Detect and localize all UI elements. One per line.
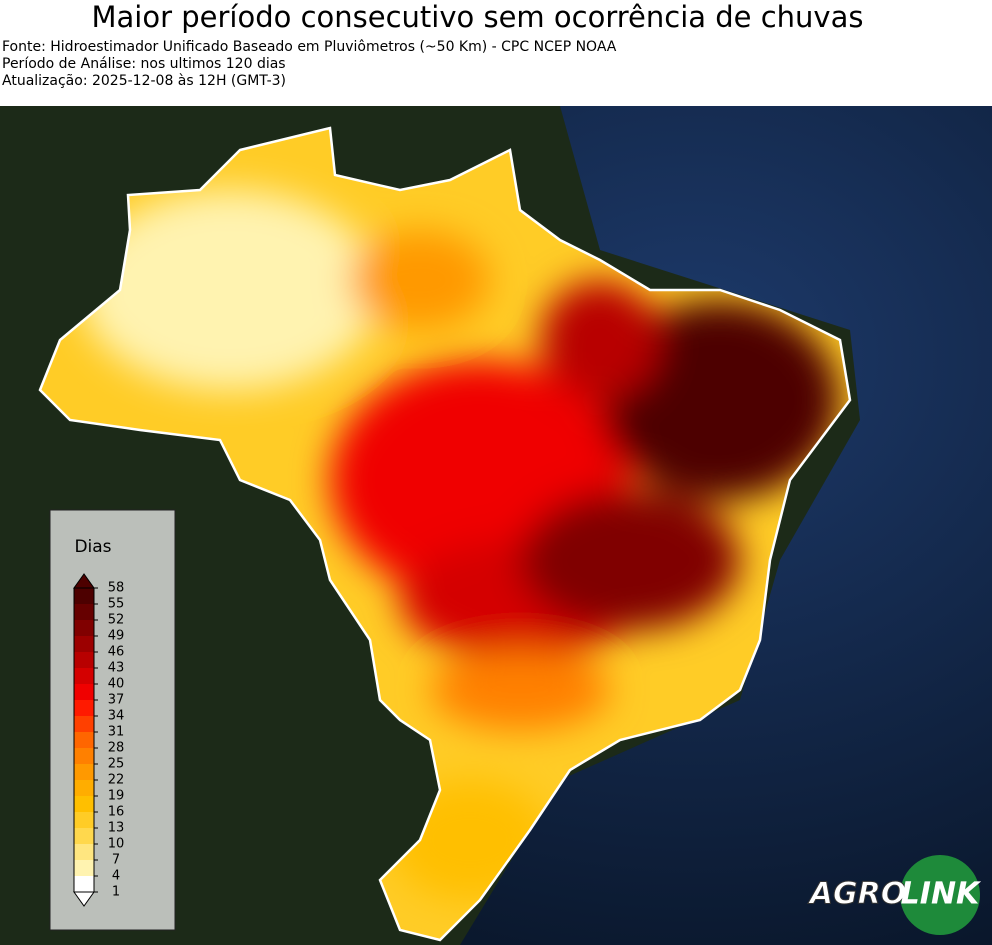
tick-label: 1 xyxy=(112,885,120,900)
period: Período de Análise: nos ultimos 120 dias xyxy=(2,56,286,72)
tick-label: 19 xyxy=(108,789,125,804)
color-band xyxy=(74,764,94,780)
color-band xyxy=(74,684,94,700)
tick-label: 37 xyxy=(108,693,125,708)
tick-label: 58 xyxy=(108,581,125,596)
color-band xyxy=(74,620,94,636)
color-band xyxy=(74,588,94,604)
header: Maior período consecutivo sem ocorrência… xyxy=(0,0,992,106)
tick-label: 16 xyxy=(108,805,125,820)
color-band xyxy=(74,652,94,668)
border xyxy=(38,126,852,942)
colorbar-frame xyxy=(73,587,95,893)
color-band xyxy=(74,716,94,732)
tick-label: 7 xyxy=(112,853,120,868)
tick-label: 34 xyxy=(108,709,125,724)
color-band xyxy=(74,732,94,748)
updated: Atualização: 2025-12-08 às 12H (GMT-3) xyxy=(2,73,286,89)
color-band xyxy=(74,796,94,812)
tick-label: 4 xyxy=(112,869,120,884)
tick-label: 55 xyxy=(108,597,125,612)
tick-label: 13 xyxy=(108,821,125,836)
tick-label: 43 xyxy=(108,661,125,676)
color-band xyxy=(74,828,94,844)
tick-label: 28 xyxy=(108,741,125,756)
color-band xyxy=(74,780,94,796)
color-band xyxy=(74,748,94,764)
legend-box xyxy=(49,509,176,931)
tick-label: 31 xyxy=(108,725,125,740)
legend-title: Dias xyxy=(74,537,111,557)
color-band xyxy=(74,876,94,892)
color-band xyxy=(74,700,94,716)
logo-text: LINK xyxy=(901,877,982,912)
color-band xyxy=(74,812,94,828)
source: Fonte: Hidroestimador Unificado Baseado … xyxy=(2,39,617,55)
color-band xyxy=(74,636,94,652)
logo-circle xyxy=(900,855,980,935)
tick-label: 46 xyxy=(108,645,125,660)
title: Maior período consecutivo sem ocorrência… xyxy=(91,0,864,34)
map: Dias 14710131619222528313437404346495255… xyxy=(0,106,992,945)
color-band xyxy=(74,860,94,876)
tick-label: 22 xyxy=(108,773,125,788)
color-band xyxy=(74,604,94,620)
tick-label: 49 xyxy=(108,629,125,644)
tick-label: 52 xyxy=(108,613,125,628)
tick-label: 10 xyxy=(108,837,125,852)
logo-text: AGRO xyxy=(808,877,906,912)
color-band xyxy=(74,844,94,860)
tick-label: 40 xyxy=(108,677,125,692)
tick-label: 25 xyxy=(108,757,125,772)
color-band xyxy=(74,668,94,684)
